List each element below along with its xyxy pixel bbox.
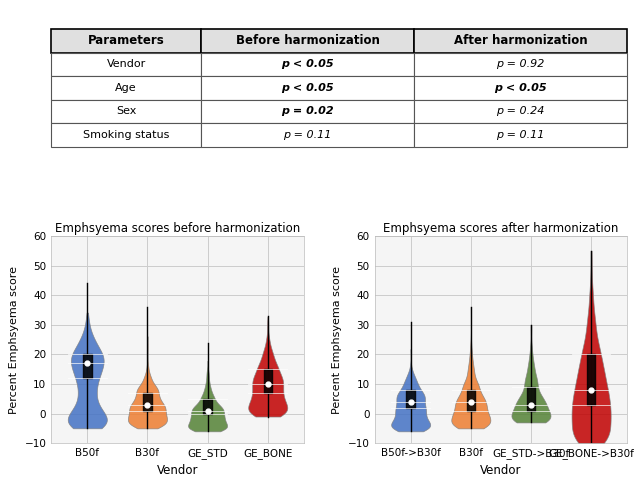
Text: Parameters: Parameters [88, 35, 164, 47]
Title: Emphsyema scores before harmonization: Emphsyema scores before harmonization [55, 222, 300, 235]
Text: Before harmonization: Before harmonization [236, 35, 380, 47]
Bar [414, 100, 627, 123]
Text: p = 0.11: p = 0.11 [284, 130, 332, 140]
Bar [201, 123, 414, 147]
Text: Sex: Sex [116, 107, 136, 116]
Bar [414, 123, 627, 147]
Text: p = 0.92: p = 0.92 [497, 59, 545, 70]
Title: Emphsyema scores after harmonization: Emphsyema scores after harmonization [383, 222, 619, 235]
Bar [201, 100, 414, 123]
Bar [51, 53, 201, 76]
Bar [51, 123, 201, 147]
Text: p < 0.05: p < 0.05 [281, 59, 334, 70]
Text: p = 0.02: p = 0.02 [281, 107, 334, 116]
Bar [414, 76, 627, 100]
Text: p < 0.05: p < 0.05 [281, 83, 334, 93]
Bar [414, 53, 627, 76]
Text: p = 0.11: p = 0.11 [497, 130, 545, 140]
Text: p = 0.24: p = 0.24 [497, 107, 545, 116]
Bar [201, 29, 414, 53]
Text: After harmonization: After harmonization [454, 35, 588, 47]
Bar [51, 100, 201, 123]
Bar [201, 53, 414, 76]
Text: Smoking status: Smoking status [83, 130, 169, 140]
Text: Vendor: Vendor [106, 59, 146, 70]
X-axis label: Vendor: Vendor [480, 465, 522, 477]
X-axis label: Vendor: Vendor [157, 465, 198, 477]
Text: p < 0.05: p < 0.05 [494, 83, 547, 93]
Y-axis label: Percent Emphsyema score: Percent Emphsyema score [332, 265, 342, 413]
Bar [51, 29, 201, 53]
Text: Age: Age [115, 83, 137, 93]
Bar [51, 76, 201, 100]
Bar [414, 29, 627, 53]
Bar [201, 76, 414, 100]
Y-axis label: Percent Emphsyema score: Percent Emphsyema score [9, 265, 19, 413]
